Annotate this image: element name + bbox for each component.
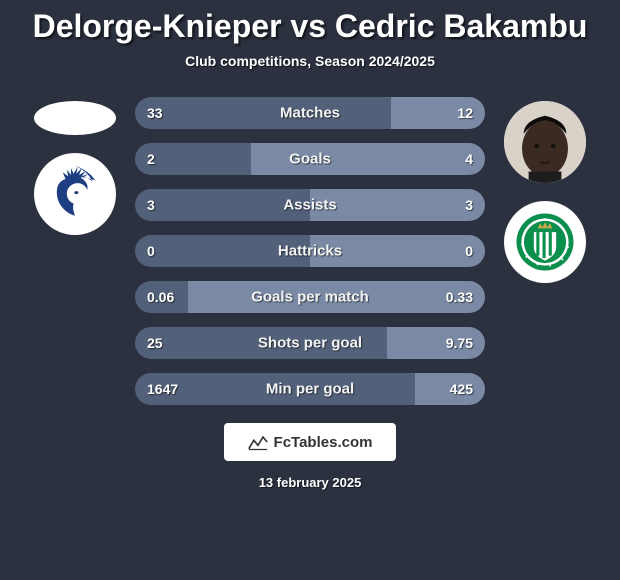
bar-right-fill — [251, 143, 486, 175]
bar-value-right: 3 — [465, 197, 473, 213]
club-left-badge — [34, 153, 116, 235]
stat-bar: Goals 2 4 — [135, 143, 485, 175]
stat-bar: Hattricks 0 0 — [135, 235, 485, 267]
bar-value-left: 33 — [147, 105, 163, 121]
source-badge: FcTables.com — [224, 423, 397, 461]
stat-bar: Shots per goal 25 9.75 — [135, 327, 485, 359]
chart-icon — [248, 433, 268, 451]
player-right-avatar — [504, 101, 586, 183]
bar-left-fill — [135, 97, 391, 129]
bar-value-right: 9.75 — [446, 335, 473, 351]
player-photo-icon — [504, 101, 586, 183]
club-right-badge — [504, 201, 586, 283]
bar-value-right: 12 — [457, 105, 473, 121]
page-title: Delorge-Knieper vs Cedric Bakambu — [33, 8, 588, 45]
betis-logo-icon — [514, 211, 576, 273]
bar-value-left: 2 — [147, 151, 155, 167]
stats-area: Matches3312Goals24Assists33Hattricks00Go… — [0, 97, 620, 405]
stat-bar: Matches 33 12 — [135, 97, 485, 129]
left-column — [25, 97, 125, 235]
right-column — [495, 97, 595, 283]
gent-logo-icon — [41, 160, 109, 228]
stat-bar: Min per goal 1647 425 — [135, 373, 485, 405]
bar-value-left: 0 — [147, 243, 155, 259]
bar-value-right: 4 — [465, 151, 473, 167]
stat-bar: Assists 3 3 — [135, 189, 485, 221]
date-label: 13 february 2025 — [259, 475, 362, 490]
bar-value-right: 425 — [450, 381, 473, 397]
stat-bars: Matches3312Goals24Assists33Hattricks00Go… — [135, 97, 485, 405]
stat-bar: Goals per match 0.06 0.33 — [135, 281, 485, 313]
bar-label: Goals per match — [251, 289, 369, 306]
subtitle: Club competitions, Season 2024/2025 — [185, 53, 435, 69]
bar-label: Shots per goal — [258, 335, 362, 352]
bar-value-left: 1647 — [147, 381, 178, 397]
bar-label: Matches — [280, 105, 340, 122]
bar-value-left: 3 — [147, 197, 155, 213]
bar-label: Min per goal — [266, 381, 354, 398]
bar-value-left: 0.06 — [147, 289, 174, 305]
bar-label: Hattricks — [278, 243, 342, 260]
bar-label: Assists — [283, 197, 336, 214]
bar-value-left: 25 — [147, 335, 163, 351]
bar-value-right: 0 — [465, 243, 473, 259]
player-left-avatar — [34, 101, 116, 135]
comparison-card: Delorge-Knieper vs Cedric Bakambu Club c… — [0, 0, 620, 580]
bar-label: Goals — [289, 151, 331, 168]
bar-value-right: 0.33 — [446, 289, 473, 305]
source-text: FcTables.com — [274, 434, 373, 451]
